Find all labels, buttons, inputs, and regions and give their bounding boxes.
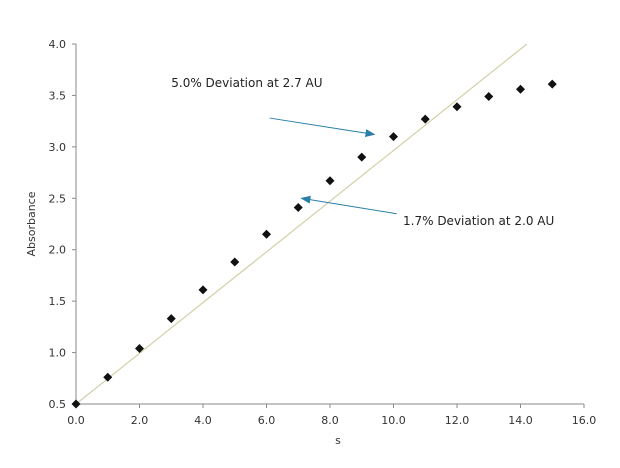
annotation-label: 5.0% Deviation at 2.7 AU (171, 76, 322, 90)
data-point (420, 114, 430, 124)
x-tick-label: 12.0 (445, 414, 470, 427)
data-point (166, 314, 176, 324)
x-tick-label: 8.0 (321, 414, 339, 427)
y-tick-label: 4.0 (49, 38, 67, 51)
annotation-label: 1.7% Deviation at 2.0 AU (403, 214, 554, 228)
x-tick-label: 0.0 (67, 414, 85, 427)
y-tick-label: 1.5 (49, 295, 67, 308)
x-tick-label: 2.0 (131, 414, 149, 427)
x-tick-label: 16.0 (572, 414, 597, 427)
annotation-arrow (300, 195, 397, 215)
x-tick-label: 14.0 (508, 414, 533, 427)
y-tick-label: 0.5 (49, 398, 67, 411)
data-point (293, 203, 303, 213)
x-tick-label: 4.0 (194, 414, 212, 427)
data-point (484, 91, 494, 101)
data-points-layer (71, 79, 557, 409)
data-point (198, 285, 208, 295)
annotation-arrow (269, 117, 376, 138)
data-point (547, 79, 557, 89)
data-point (262, 229, 271, 239)
reference-line (75, 43, 528, 405)
data-point (135, 343, 144, 353)
data-point (230, 257, 240, 267)
annotations-layer: 5.0% Deviation at 2.7 AU 1.7% Deviation a… (171, 76, 554, 228)
x-axis-title: s (335, 434, 341, 447)
x-tick-label: 10.0 (381, 414, 406, 427)
y-axis-title: Absorbance (25, 191, 38, 256)
data-point (103, 372, 113, 382)
y-tick-label: 2.0 (49, 244, 67, 257)
data-point (357, 152, 367, 162)
data-point (71, 399, 81, 409)
x-tick-label: 6.0 (258, 414, 276, 427)
tick-labels-layer: 0.0 2.0 4.0 6.0 8.0 10.0 12.0 14.0 16.0 0.5 1.0 1.5… (49, 38, 597, 427)
y-tick-label: 2.5 (49, 192, 67, 205)
data-point (389, 132, 398, 142)
data-point (452, 102, 462, 112)
y-tick-label: 1.0 (49, 347, 67, 360)
reference-line-layer (75, 43, 528, 405)
y-tick-label: 3.0 (49, 141, 67, 154)
data-point (325, 176, 335, 186)
data-point (516, 84, 525, 94)
y-tick-label: 3.5 (49, 89, 67, 102)
